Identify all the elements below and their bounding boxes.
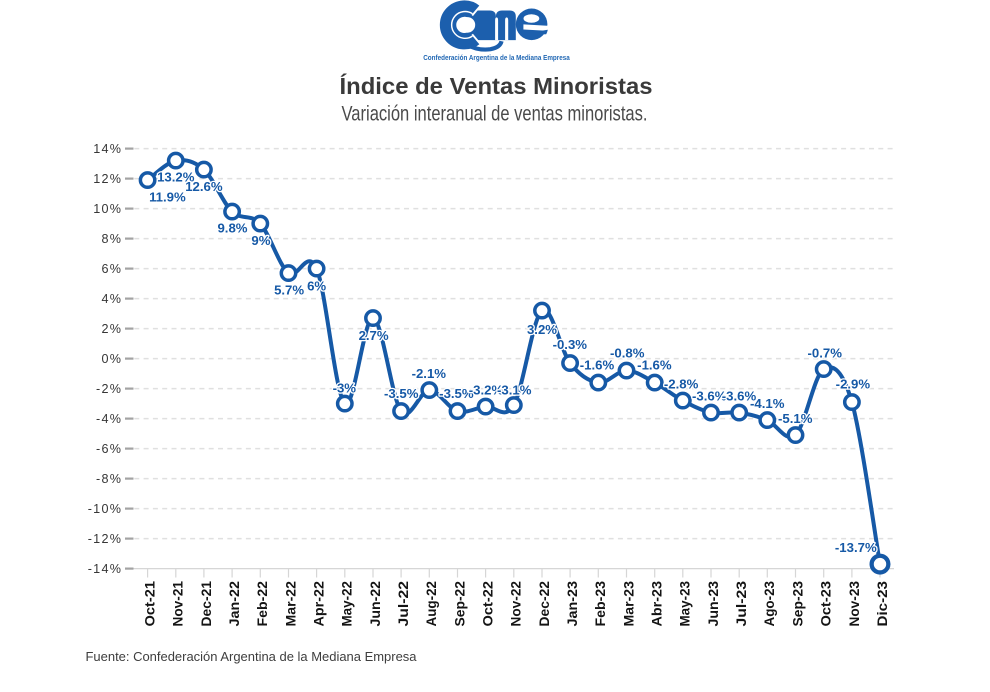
svg-text:Jun-22: Jun-22 <box>367 581 383 627</box>
svg-text:6%: 6% <box>307 279 326 294</box>
svg-text:Jul-23: Jul-23 <box>733 581 749 627</box>
svg-text:Ago-23: Ago-23 <box>761 581 777 627</box>
svg-text:Aug-22: Aug-22 <box>423 581 439 627</box>
svg-text:-3.6%: -3.6% <box>722 388 757 403</box>
svg-text:Mar-22: Mar-22 <box>282 581 298 627</box>
svg-text:Dec-21: Dec-21 <box>198 581 214 627</box>
svg-text:Oct-23: Oct-23 <box>818 581 834 627</box>
svg-text:14%: 14% <box>93 142 122 156</box>
svg-text:Jan-23: Jan-23 <box>564 581 580 627</box>
svg-text:8%: 8% <box>101 232 122 246</box>
svg-text:2.7%: 2.7% <box>359 328 389 343</box>
svg-text:Nov-23: Nov-23 <box>846 581 862 627</box>
svg-text:11.9%: 11.9% <box>149 190 186 205</box>
svg-text:Sep-23: Sep-23 <box>789 581 805 627</box>
svg-text:-1.6%: -1.6% <box>580 358 615 373</box>
svg-text:-0.8%: -0.8% <box>610 345 645 360</box>
svg-text:Nov-22: Nov-22 <box>508 581 524 627</box>
svg-text:-3.1%: -3.1% <box>497 382 532 397</box>
svg-text:Dec-22: Dec-22 <box>536 581 552 627</box>
svg-text:Fuente: Confederación Argentin: Fuente: Confederación Argentina de la Me… <box>86 649 418 664</box>
svg-text:Abr-23: Abr-23 <box>649 581 665 627</box>
svg-text:Oct-21: Oct-21 <box>142 581 158 627</box>
svg-text:May-22: May-22 <box>339 581 355 627</box>
svg-text:Dic-23: Dic-23 <box>874 581 890 627</box>
svg-text:Mar-23: Mar-23 <box>620 581 636 627</box>
svg-text:Nov-21: Nov-21 <box>170 581 186 627</box>
svg-text:Jul-22: Jul-22 <box>395 581 411 627</box>
svg-text:-2.1%: -2.1% <box>412 366 447 381</box>
svg-text:-5.1%: -5.1% <box>778 411 813 426</box>
svg-text:Confederación Argentina de la: Confederación Argentina de la Mediana Em… <box>423 53 570 62</box>
svg-text:-2%: -2% <box>96 382 122 396</box>
svg-text:Variación interanual de ventas: Variación interanual de ventas minorista… <box>342 103 648 126</box>
svg-text:12.6%: 12.6% <box>185 179 223 194</box>
svg-text:Índice de Ventas Minoristas: Índice de Ventas Minoristas <box>340 72 653 99</box>
svg-text:-0.7%: -0.7% <box>807 345 842 360</box>
svg-text:Jun-23: Jun-23 <box>705 581 721 627</box>
svg-text:-10%: -10% <box>88 502 123 516</box>
svg-text:May-23: May-23 <box>677 581 693 627</box>
svg-text:-14%: -14% <box>88 562 123 576</box>
svg-text:Sep-22: Sep-22 <box>451 581 467 627</box>
svg-text:Feb-23: Feb-23 <box>592 581 608 627</box>
svg-text:9%: 9% <box>251 233 270 248</box>
svg-text:-4%: -4% <box>96 412 122 426</box>
svg-text:-6%: -6% <box>96 442 122 456</box>
svg-text:-13.7%: -13.7% <box>835 540 877 555</box>
svg-text:12%: 12% <box>93 172 122 186</box>
svg-text:-1.6%: -1.6% <box>637 358 672 373</box>
svg-text:Oct-22: Oct-22 <box>480 581 496 627</box>
svg-text:0%: 0% <box>101 352 122 366</box>
svg-text:-2.8%: -2.8% <box>664 377 699 392</box>
svg-text:6%: 6% <box>101 262 122 276</box>
svg-text:Jan-22: Jan-22 <box>226 581 242 627</box>
svg-text:5.7%: 5.7% <box>274 283 304 298</box>
svg-text:-3.5%: -3.5% <box>439 386 474 401</box>
svg-text:-3.6%: -3.6% <box>692 388 727 403</box>
svg-text:-2.9%: -2.9% <box>836 377 871 392</box>
svg-text:10%: 10% <box>93 202 122 216</box>
svg-text:2%: 2% <box>101 322 122 336</box>
svg-text:-12%: -12% <box>88 532 123 546</box>
svg-text:Feb-22: Feb-22 <box>254 581 270 627</box>
svg-text:-3%: -3% <box>333 381 357 396</box>
svg-text:-8%: -8% <box>96 472 122 486</box>
svg-text:Apr-22: Apr-22 <box>311 581 327 627</box>
svg-text:-3.5%: -3.5% <box>384 386 419 401</box>
svg-text:-0.3%: -0.3% <box>553 337 588 352</box>
svg-text:13.2%: 13.2% <box>157 169 195 184</box>
svg-text:3.2%: 3.2% <box>527 322 557 337</box>
svg-text:9.8%: 9.8% <box>217 221 247 236</box>
svg-text:-3.2%: -3.2% <box>469 382 504 397</box>
svg-text:-4.1%: -4.1% <box>750 396 785 411</box>
svg-text:4%: 4% <box>101 292 122 306</box>
